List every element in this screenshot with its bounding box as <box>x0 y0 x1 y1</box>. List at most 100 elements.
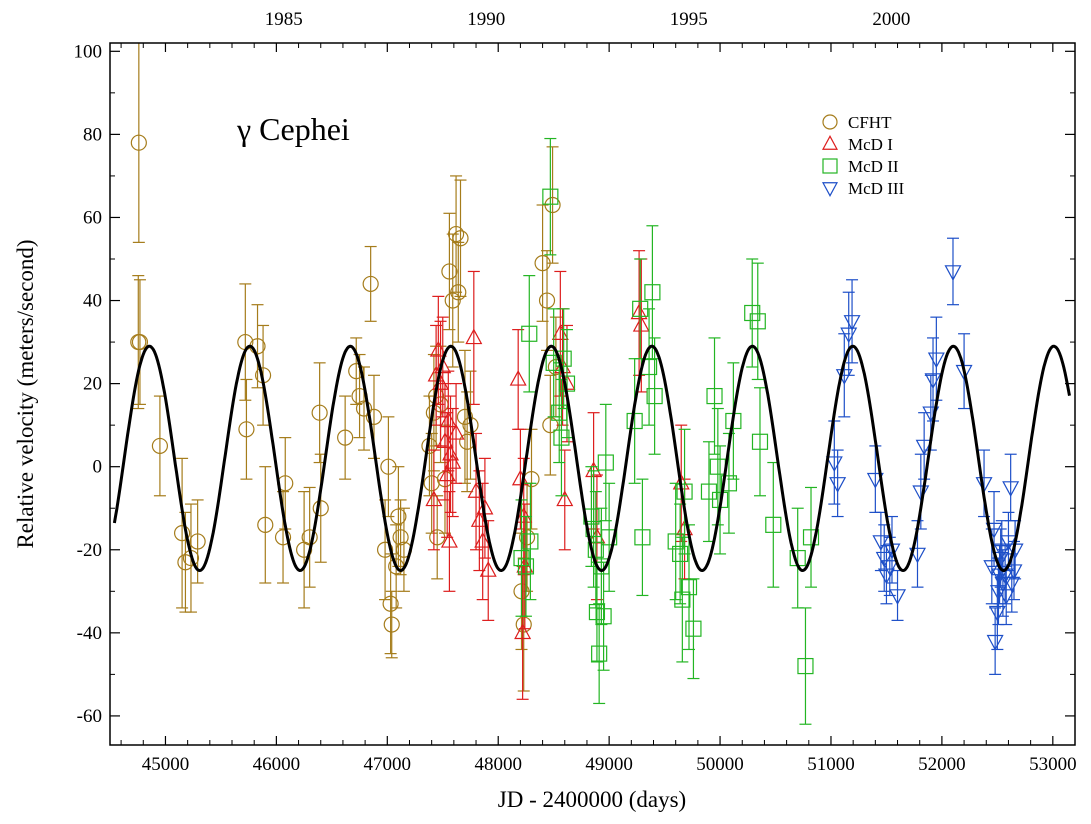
point-marker <box>130 134 147 151</box>
data-point <box>789 507 806 609</box>
data-point <box>390 466 407 567</box>
point-marker <box>556 490 574 507</box>
point-marker <box>749 313 766 330</box>
legend-item-cfht: CFHT <box>822 113 892 132</box>
point-marker <box>601 529 618 546</box>
point-marker <box>452 230 469 247</box>
data-point <box>425 449 443 551</box>
point-marker <box>479 561 497 577</box>
point-marker <box>425 490 443 507</box>
y-axis-label: Relative velocity (meters/second) <box>13 239 38 548</box>
data-point <box>986 607 1004 675</box>
data-point <box>311 362 328 464</box>
point-marker <box>797 657 814 675</box>
point-marker <box>439 411 457 428</box>
data-point <box>765 461 782 588</box>
point-marker <box>517 558 535 575</box>
point-marker <box>751 433 769 450</box>
legend-item-mcd-iii: McD III <box>821 179 905 198</box>
point-marker <box>999 535 1017 551</box>
point-marker <box>465 328 483 345</box>
point-marker <box>238 421 255 438</box>
data-point <box>680 524 698 651</box>
chart-title: γ Cephei <box>236 111 350 147</box>
model-curve <box>112 344 1071 572</box>
data-point <box>601 482 618 592</box>
point-marker <box>337 429 354 446</box>
data-point <box>797 607 814 725</box>
point-marker <box>447 423 465 440</box>
point-marker <box>513 549 530 567</box>
point-marker <box>1003 576 1021 593</box>
data-point <box>173 457 191 609</box>
point-marker <box>518 529 536 546</box>
axis-layer: 45000 46000 47000 48000 49000 50000 51000 52000… <box>74 9 1077 775</box>
data-point <box>521 275 538 393</box>
legend-label: McD III <box>848 179 905 198</box>
top-year-label: 2000 <box>872 9 910 30</box>
point-marker <box>456 408 474 425</box>
point-marker <box>440 531 458 548</box>
data-point <box>362 245 379 322</box>
legend-item-mcd-ii: McD II <box>822 157 899 176</box>
data-point <box>674 536 691 663</box>
point-marker <box>685 620 702 637</box>
point-marker <box>646 387 663 405</box>
point-marker <box>555 350 572 367</box>
data-point <box>130 43 147 243</box>
data-point <box>257 466 274 584</box>
point-marker <box>447 225 465 243</box>
point-marker <box>802 529 820 546</box>
data-point <box>301 486 318 588</box>
point-marker <box>975 477 993 493</box>
data-point <box>597 403 614 522</box>
data-point <box>538 250 556 351</box>
point-marker <box>274 529 292 546</box>
point-marker <box>544 196 561 214</box>
point-marker <box>630 303 648 320</box>
x-tick-label: 48000 <box>474 754 522 775</box>
data-point <box>130 275 147 410</box>
point-marker <box>509 369 527 386</box>
point-marker <box>257 516 274 533</box>
model-curve-layer <box>112 344 1071 572</box>
data-point <box>515 557 532 692</box>
data-point <box>676 428 693 555</box>
point-marker <box>474 531 492 548</box>
data-point <box>542 137 559 256</box>
point-marker <box>676 483 693 500</box>
data-point <box>587 491 604 609</box>
point-marker <box>988 605 1006 622</box>
data-point <box>452 179 469 297</box>
point-marker <box>376 541 394 558</box>
data-point <box>441 212 458 331</box>
data-point <box>749 262 766 381</box>
point-marker <box>434 357 452 374</box>
point-marker <box>450 284 467 301</box>
point-marker <box>390 508 407 525</box>
legend-item-mcd-i: McD I <box>821 135 893 154</box>
data-point <box>509 329 527 430</box>
point-marker <box>765 516 782 533</box>
x-tick-label: 45000 <box>142 754 190 775</box>
point-marker <box>997 589 1015 605</box>
x-tick-label: 51000 <box>807 754 855 775</box>
top-year-label: 1985 <box>265 9 303 30</box>
legend: CFHT McD I McD II McD III <box>821 113 905 198</box>
legend-marker <box>821 182 839 197</box>
data-point <box>700 441 718 543</box>
point-marker <box>515 507 533 523</box>
data-point <box>151 395 169 497</box>
point-marker <box>538 292 556 309</box>
point-marker <box>542 188 559 205</box>
point-marker <box>382 595 399 612</box>
y-tick-label: -20 <box>77 540 102 561</box>
point-marker <box>383 616 400 633</box>
legend-marker <box>822 114 838 130</box>
y-tick-label: 100 <box>74 41 103 62</box>
data-point <box>829 449 847 518</box>
point-marker <box>312 500 329 517</box>
point-marker <box>667 533 684 550</box>
series-mcd-iii <box>825 237 1024 675</box>
y-tick-label: 20 <box>83 374 102 395</box>
